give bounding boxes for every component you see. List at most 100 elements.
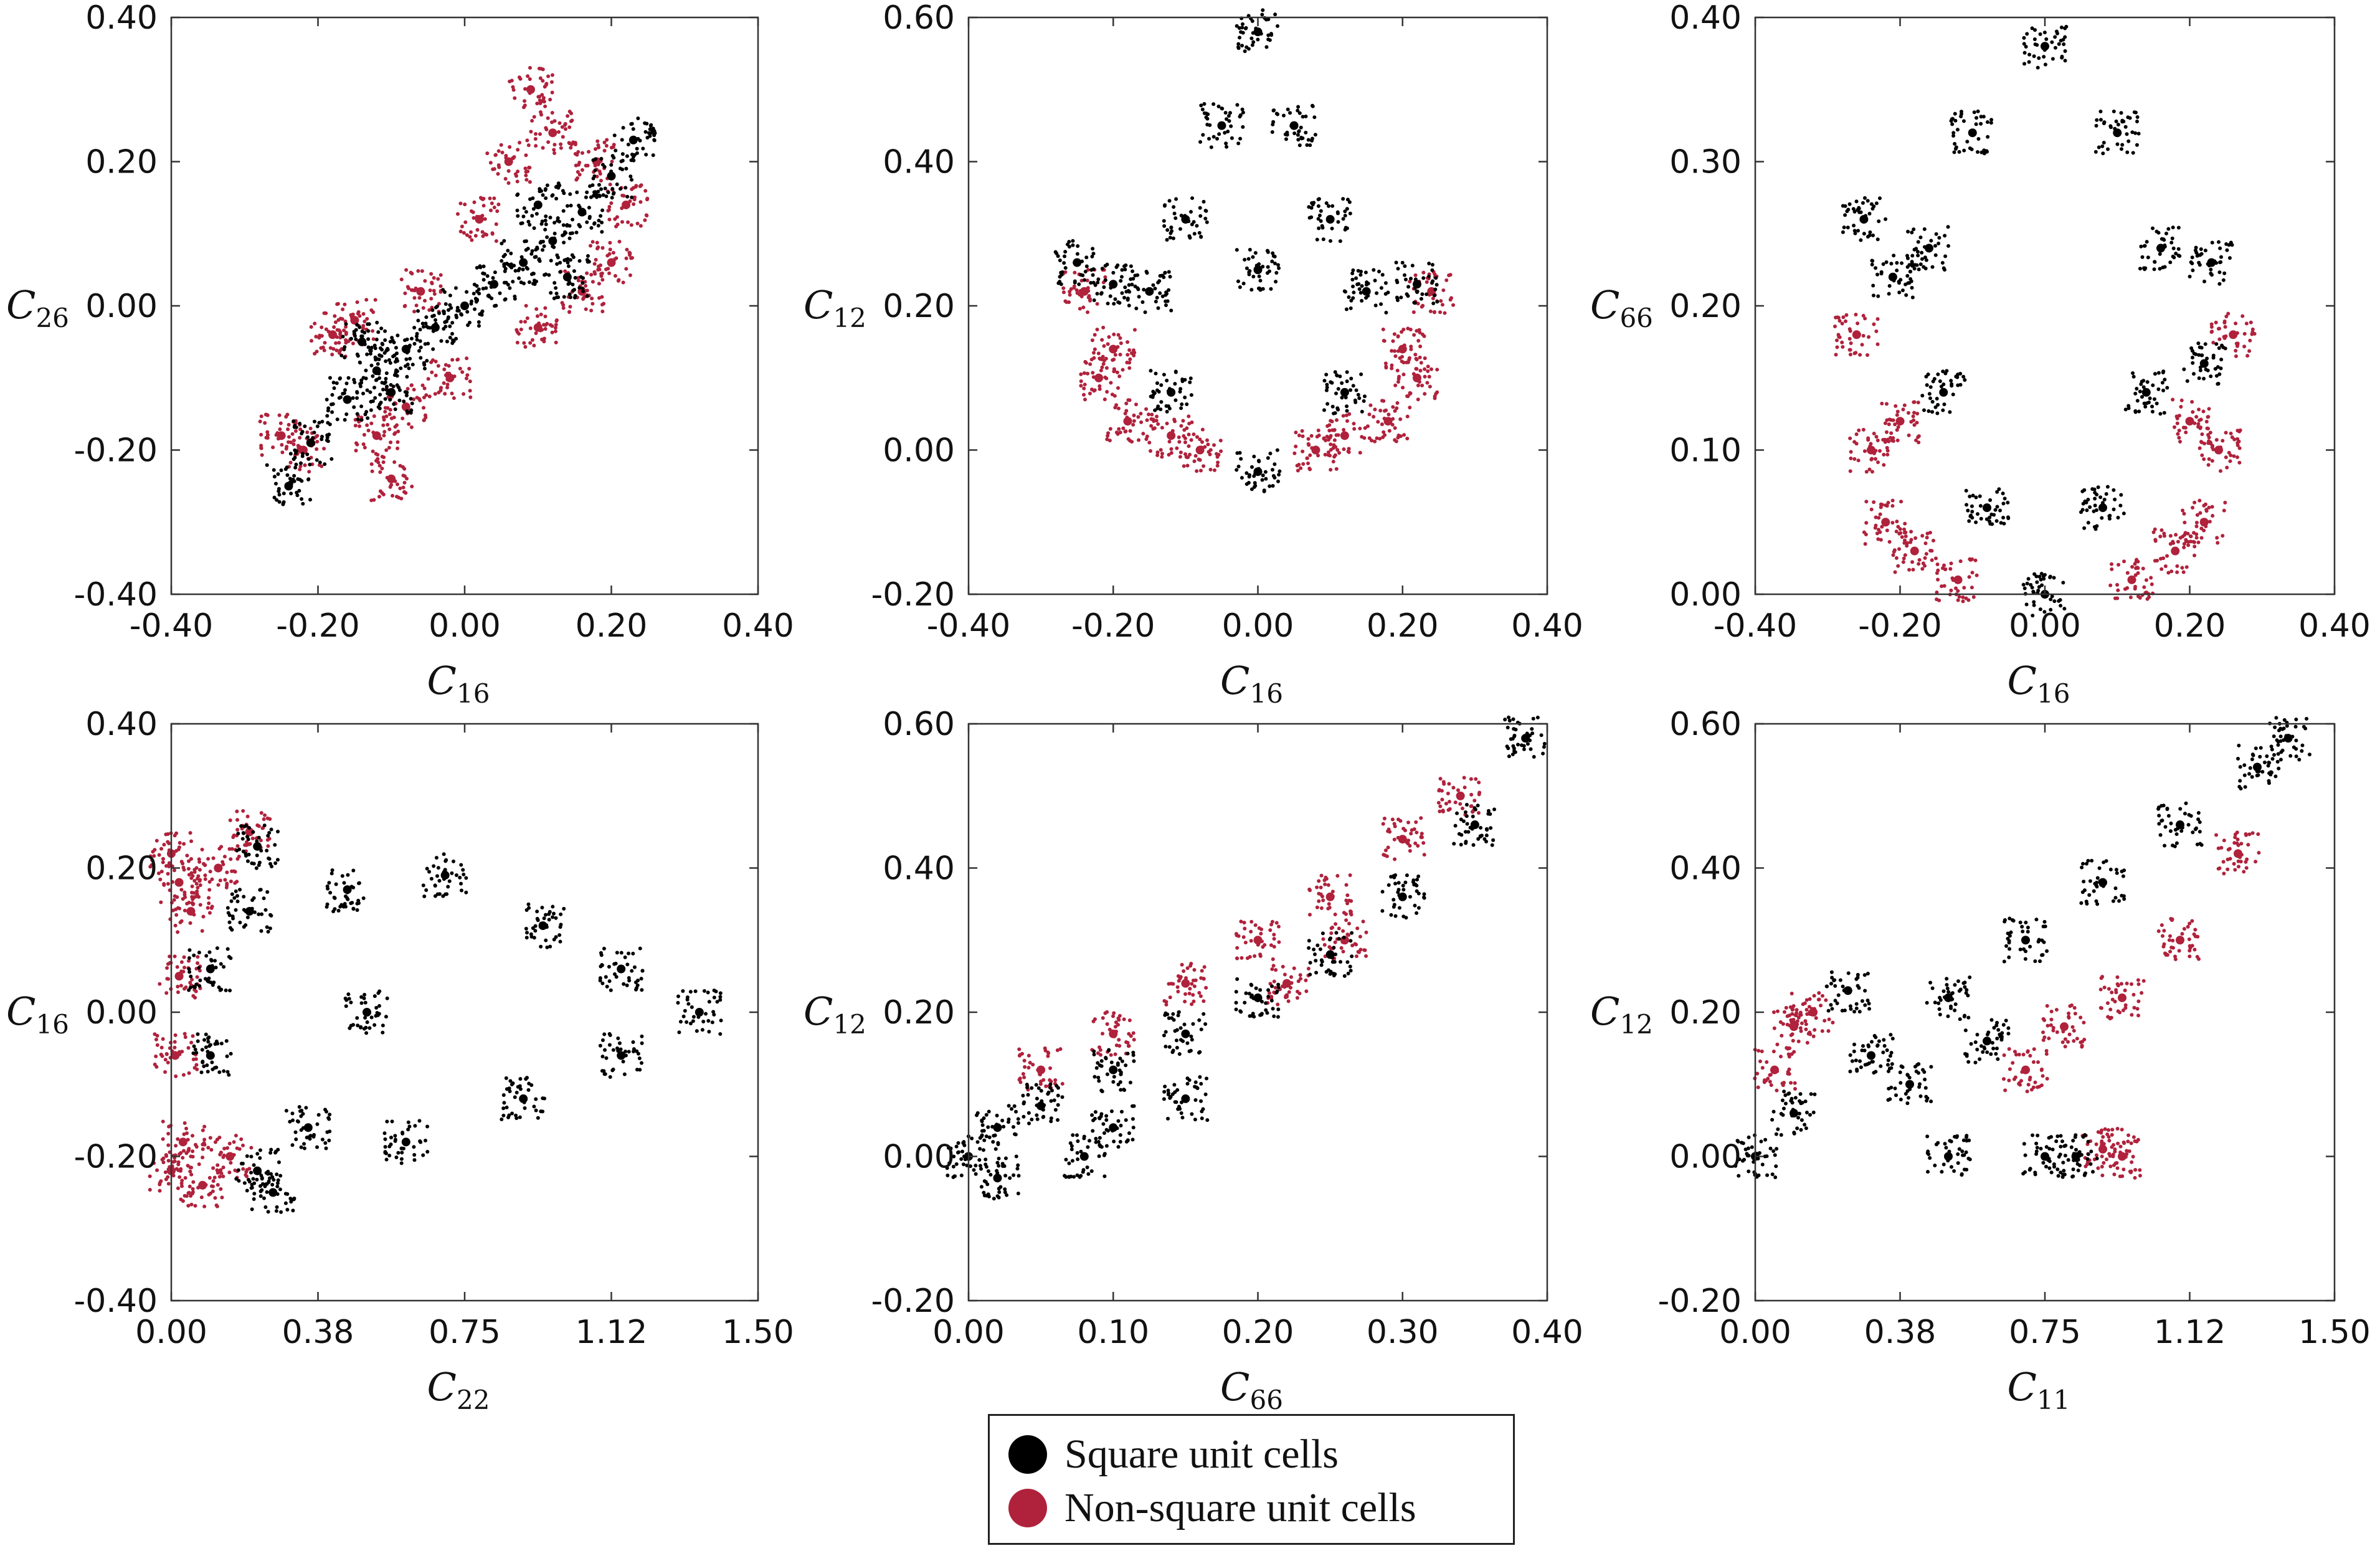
scatter-dot <box>369 399 373 404</box>
scatter-dot <box>1408 279 1412 283</box>
scatter-dot <box>265 463 269 467</box>
scatter-dot <box>1856 229 1861 233</box>
scatter-dot <box>275 1192 280 1196</box>
scatter-dot <box>405 390 409 394</box>
scatter-dot <box>209 1147 214 1152</box>
scatter-dot <box>638 200 643 204</box>
scatter-dot <box>442 852 446 856</box>
scatter-dot <box>2148 396 2152 401</box>
scatter-dot <box>596 264 600 268</box>
scatter-dot <box>246 1177 250 1182</box>
scatter-dot <box>2198 365 2202 369</box>
scatter-dot <box>2143 267 2147 272</box>
scatter-dot <box>1147 412 1151 417</box>
scatter-dot <box>465 373 470 377</box>
scatter-dot <box>1209 145 1213 149</box>
scatter-dot <box>524 173 528 178</box>
scatter-dot <box>541 239 545 244</box>
scatter-dot <box>2117 562 2121 567</box>
scatter-dot <box>1245 482 1249 486</box>
scatter-dot <box>496 172 500 176</box>
scatter-dot <box>257 863 261 867</box>
scatter-dot <box>487 281 491 285</box>
scatter-dot <box>1226 114 1231 118</box>
scatter-dot <box>1192 432 1196 437</box>
scatter-dot <box>1336 220 1340 224</box>
scatter-dot <box>1269 943 1273 947</box>
scatter-dot <box>343 302 347 306</box>
scatter-dot <box>2098 118 2103 122</box>
scatter-dot <box>1234 932 1238 936</box>
scatter-dot <box>1433 396 1437 401</box>
scatter-dot <box>1195 435 1199 439</box>
scatter-dot <box>384 371 389 376</box>
scatter-dot <box>593 168 597 173</box>
scatter-dot <box>375 1011 379 1015</box>
scatter-dot <box>290 1111 295 1116</box>
scatter-dot <box>294 1137 298 1142</box>
scatter-dot <box>260 912 264 916</box>
scatter-dot <box>1204 985 1208 990</box>
scatter-dot <box>1874 523 1878 528</box>
scatter-dot <box>330 457 334 461</box>
scatter-dot <box>522 1100 526 1104</box>
scatter-dot <box>1197 990 1202 995</box>
scatter-dot <box>1299 466 1303 470</box>
scatter-dot <box>1993 508 1998 512</box>
scatter-dot <box>556 219 560 223</box>
scatter-dot <box>2250 330 2255 334</box>
scatter-point <box>343 885 352 894</box>
scatter-dot <box>587 215 592 219</box>
scatter-dot <box>330 392 334 397</box>
scatter-point <box>548 128 557 138</box>
scatter-dot <box>1112 332 1116 336</box>
scatter-dot <box>260 453 264 457</box>
scatter-dot <box>227 847 232 851</box>
scatter-dot <box>444 320 448 324</box>
scatter-dot <box>537 321 541 326</box>
scatter-dot <box>1119 275 1124 279</box>
scatter-dot <box>382 434 386 438</box>
scatter-dot <box>379 401 383 405</box>
scatter-dot <box>2122 511 2126 516</box>
scatter-dot <box>288 1119 292 1124</box>
scatter-dot <box>283 1192 288 1196</box>
scatter-dot <box>2199 353 2204 358</box>
scatter-dot <box>615 951 619 955</box>
scatter-dot <box>1861 201 1865 205</box>
scatter-dot <box>1393 349 1397 353</box>
scatter-dot <box>555 262 559 266</box>
scatter-dot <box>615 182 619 186</box>
scatter-dot <box>2126 115 2130 120</box>
scatter-dot <box>2141 379 2146 383</box>
scatter-dot <box>562 906 566 911</box>
scatter-dot <box>1185 463 1190 468</box>
scatter-dot <box>625 962 630 967</box>
scatter-dot <box>1100 338 1104 342</box>
scatter-dot <box>2057 599 2061 603</box>
scatter-dot <box>1132 1038 1136 1042</box>
scatter-dot <box>372 386 377 390</box>
scatter-dot <box>420 269 424 273</box>
scatter-dot <box>524 210 528 214</box>
scatter-dot <box>263 1205 268 1209</box>
scatter-dot <box>1073 280 1077 285</box>
scatter-dot <box>712 995 716 1000</box>
scatter-dot <box>385 1119 389 1124</box>
scatter-dot <box>640 988 644 992</box>
scatter-dot <box>1188 452 1192 457</box>
scatter-dot <box>1833 324 1837 328</box>
y-tick-label: 0.40 <box>85 0 158 37</box>
scatter-dot <box>564 231 568 235</box>
scatter-dot <box>159 847 164 851</box>
scatter-dot <box>556 181 561 186</box>
scatter-dot <box>639 977 643 981</box>
scatter-dot <box>1091 351 1096 355</box>
scatter-dot <box>1363 270 1368 275</box>
scatter-dot <box>531 282 536 286</box>
scatter-dot <box>2181 534 2185 539</box>
scatter-dot <box>2176 254 2181 258</box>
scatter-dot <box>1897 547 1901 551</box>
scatter-dot <box>1200 440 1205 444</box>
scatter-dot <box>1431 301 1436 305</box>
